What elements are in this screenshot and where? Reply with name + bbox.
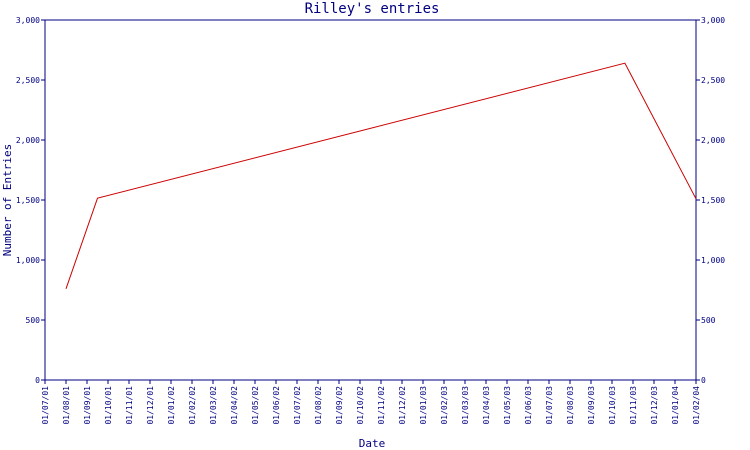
x-tick-label: 01/04/03	[482, 386, 491, 425]
x-tick-label: 01/11/03	[629, 386, 638, 425]
y-tick-label-right: 500	[701, 316, 716, 325]
x-tick-label: 01/04/02	[230, 386, 239, 425]
y-tick-label-left: 500	[26, 316, 41, 325]
x-tick-label: 01/12/01	[146, 386, 155, 425]
x-tick-label: 01/06/02	[272, 386, 281, 425]
y-tick-label-left: 1,000	[16, 256, 40, 265]
x-tick-label: 01/11/02	[377, 386, 386, 425]
x-tick-label: 01/09/02	[335, 386, 344, 425]
x-tick-label: 01/01/04	[671, 386, 680, 425]
x-tick-label: 01/09/03	[587, 386, 596, 425]
x-axis: 01/07/01 01/08/01 01/09/01 01/10/01 01/11/01…	[41, 380, 701, 425]
x-tick-label: 01/03/03	[461, 386, 470, 425]
x-axis-label: Date	[359, 437, 386, 450]
x-tick-label: 01/10/02	[356, 386, 365, 425]
plot-area	[44, 19, 697, 381]
x-tick-label: 01/06/03	[524, 386, 533, 425]
x-tick-label: 01/07/02	[293, 386, 302, 425]
y-tick-label-left: 1,500	[16, 196, 40, 205]
x-tick-label: 01/05/02	[251, 386, 260, 425]
x-tick-label: 01/02/02	[188, 386, 197, 425]
x-tick-label: 01/12/03	[650, 386, 659, 425]
x-tick-label: 01/01/03	[419, 386, 428, 425]
y-tick-label-right: 3,000	[701, 16, 725, 25]
series-line	[65, 62, 697, 289]
x-tick-label: 01/07/01	[41, 386, 50, 425]
y-tick-label-right: 1,000	[701, 256, 725, 265]
y-tick-label-right: 0	[701, 376, 706, 385]
x-tick-label: 01/01/02	[167, 386, 176, 425]
y-axis-right: 0 500 1,000 1,500 2,000 2,500 3,000	[696, 16, 725, 385]
chart-title: Rilley's entries	[305, 1, 440, 17]
x-tick-label: 01/08/02	[314, 386, 323, 425]
x-tick-label: 01/12/02	[398, 386, 407, 425]
y-tick-label-left: 0	[35, 376, 40, 385]
y-tick-label-left: 2,000	[16, 136, 40, 145]
y-tick-label-right: 2,000	[701, 136, 725, 145]
x-tick-label: 01/02/04	[692, 386, 701, 425]
x-tick-label: 01/10/03	[608, 386, 617, 425]
x-tick-label: 01/11/01	[125, 386, 134, 425]
x-tick-label: 01/02/03	[440, 386, 449, 425]
series-group	[65, 62, 697, 289]
y-tick-label-right: 2,500	[701, 76, 725, 85]
y-axis-left: 0 500 1,000 1,500 2,000 2,500 3,000	[16, 16, 45, 385]
x-tick-label: 01/07/03	[545, 386, 554, 425]
y-tick-label-left: 2,500	[16, 76, 40, 85]
x-tick-label: 01/10/01	[104, 386, 113, 425]
x-tick-label: 01/03/02	[209, 386, 218, 425]
x-tick-label: 01/08/03	[566, 386, 575, 425]
y-tick-label-right: 1,500	[701, 196, 725, 205]
y-axis-label: Number of Entries	[1, 144, 14, 257]
x-tick-label: 01/08/01	[62, 386, 71, 425]
x-tick-label: 01/05/03	[503, 386, 512, 425]
x-tick-label: 01/09/01	[83, 386, 92, 425]
y-tick-label-left: 3,000	[16, 16, 40, 25]
